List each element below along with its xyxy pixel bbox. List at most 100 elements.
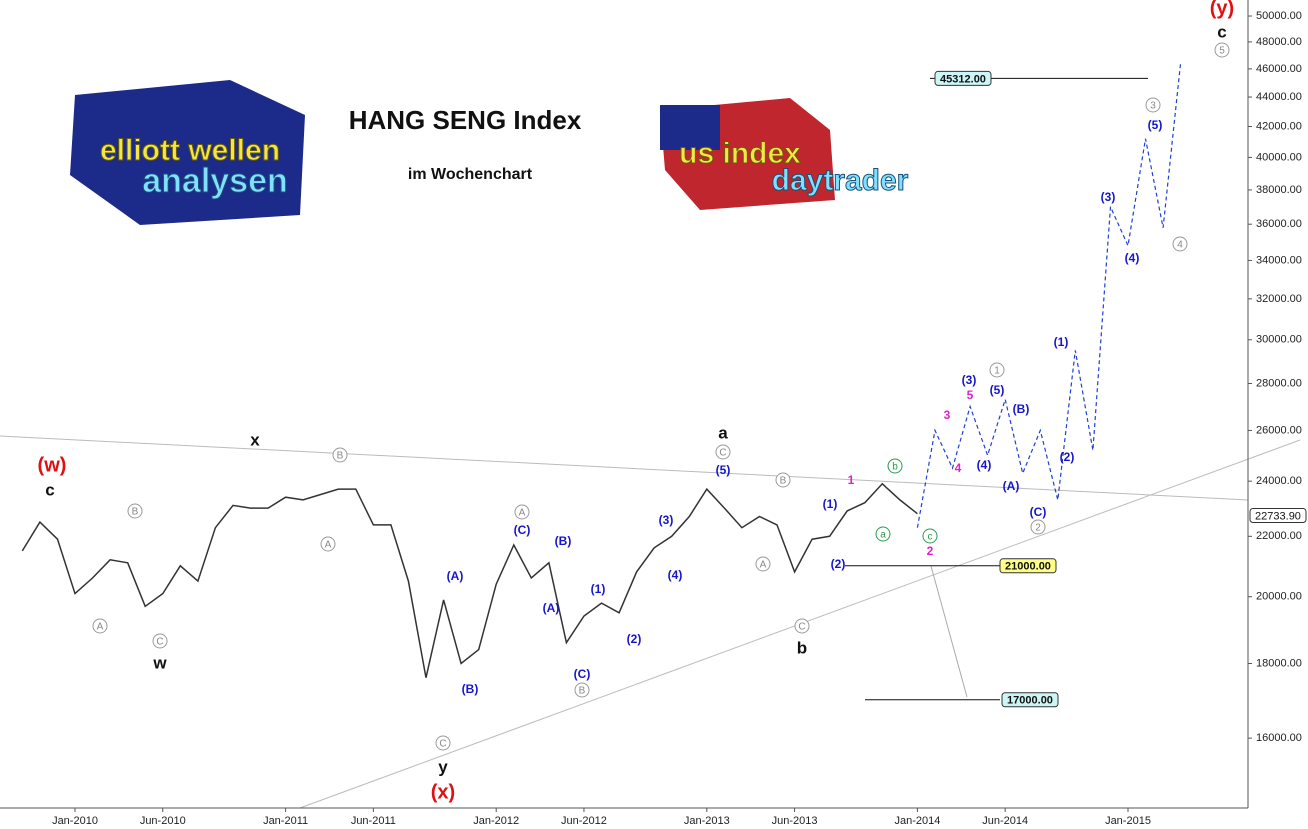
y-tick-label: 20000.00 bbox=[1256, 591, 1302, 603]
level-label: 17000.00 bbox=[1007, 695, 1053, 707]
wave-label: (C) bbox=[574, 667, 591, 681]
wave-circle bbox=[332, 447, 348, 463]
wave-circle bbox=[320, 536, 336, 552]
wave-label: (C) bbox=[1030, 505, 1047, 519]
y-tick-label: 28000.00 bbox=[1256, 377, 1302, 389]
wave-circle bbox=[989, 362, 1005, 378]
y-tick-label: 22000.00 bbox=[1256, 530, 1302, 542]
wave-label: 2 bbox=[927, 544, 934, 558]
wave-label: 2 bbox=[1035, 523, 1041, 534]
x-tick-label: Jun-2012 bbox=[561, 815, 607, 827]
wave-label: y bbox=[438, 757, 448, 776]
wave-label: (y) bbox=[1210, 0, 1234, 19]
wave-label: 4 bbox=[955, 461, 962, 475]
wave-label: b bbox=[892, 462, 898, 473]
wave-label: (5) bbox=[990, 383, 1005, 397]
level-box bbox=[1001, 692, 1059, 708]
wave-circle bbox=[152, 633, 168, 649]
wave-label: (A) bbox=[543, 601, 560, 615]
wave-label: a bbox=[718, 423, 728, 442]
wave-label: C bbox=[719, 448, 726, 459]
wave-label: A bbox=[325, 540, 332, 551]
logo-text: analysen bbox=[142, 162, 288, 200]
wave-label: (3) bbox=[659, 513, 674, 527]
y-tick-label: 24000.00 bbox=[1256, 475, 1302, 487]
wave-label: (B) bbox=[462, 682, 479, 696]
x-tick-label: Jan-2011 bbox=[263, 815, 308, 827]
wave-circle bbox=[715, 444, 731, 460]
x-tick-label: Jan-2013 bbox=[684, 815, 730, 827]
wave-circle bbox=[92, 618, 108, 634]
wave-label: (3) bbox=[962, 373, 977, 387]
x-tick-label: Jun-2010 bbox=[140, 815, 186, 827]
y-tick-label: 40000.00 bbox=[1256, 151, 1302, 163]
wave-label: b bbox=[797, 638, 807, 657]
chart-subtitle: im Wochenchart bbox=[408, 166, 533, 183]
wave-label: (3) bbox=[1101, 190, 1116, 204]
wave-label: (1) bbox=[823, 497, 838, 511]
wave-label: 3 bbox=[1150, 101, 1156, 112]
wave-label: (A) bbox=[447, 569, 464, 583]
wave-label: 1 bbox=[848, 473, 855, 487]
y-tick-label: 18000.00 bbox=[1256, 657, 1302, 669]
wave-circle bbox=[1145, 97, 1161, 113]
x-tick-label: Jun-2014 bbox=[982, 815, 1028, 827]
wave-label: (w) bbox=[38, 454, 67, 476]
wave-circle bbox=[794, 618, 810, 634]
wave-label: (2) bbox=[627, 632, 642, 646]
y-tick-label: 26000.00 bbox=[1256, 424, 1302, 436]
wave-label: (2) bbox=[1060, 450, 1075, 464]
price-line bbox=[21, 482, 918, 678]
wave-circle bbox=[775, 472, 791, 488]
wave-label: a bbox=[880, 530, 886, 541]
wave-label: (1) bbox=[1054, 335, 1069, 349]
x-tick-label: Jun-2013 bbox=[772, 815, 818, 827]
wave-label: 4 bbox=[1177, 240, 1183, 251]
y-tick-label: 42000.00 bbox=[1256, 120, 1302, 132]
wave-label: 5 bbox=[1219, 46, 1225, 57]
wave-circle bbox=[1030, 519, 1046, 535]
logo-text: elliott wellen bbox=[100, 134, 280, 167]
wave-label: B bbox=[780, 476, 787, 487]
logo-flag bbox=[70, 80, 305, 225]
wave-circle bbox=[755, 556, 771, 572]
projection-path bbox=[916, 61, 1182, 528]
wave-circle bbox=[514, 504, 530, 520]
logo-canton bbox=[660, 105, 720, 150]
x-tick-label: Jun-2011 bbox=[351, 815, 396, 827]
level-label: 21000.00 bbox=[1005, 561, 1051, 573]
wave-label: x bbox=[250, 430, 260, 449]
logo-text: us index bbox=[679, 137, 801, 170]
wave-circle bbox=[435, 735, 451, 751]
x-tick-label: Jan-2014 bbox=[894, 815, 940, 827]
y-tick-label: 34000.00 bbox=[1256, 254, 1302, 266]
wave-label: C bbox=[439, 739, 446, 750]
y-tick-label: 46000.00 bbox=[1256, 63, 1302, 75]
wave-label: (4) bbox=[1125, 251, 1140, 265]
x-tick-label: Jan-2010 bbox=[52, 815, 98, 827]
wave-label: (A) bbox=[1003, 479, 1020, 493]
wave-label: B bbox=[132, 507, 139, 518]
wave-label: (B) bbox=[1013, 402, 1030, 416]
wave-label: A bbox=[760, 560, 767, 571]
wave-label: 1 bbox=[994, 366, 1000, 377]
wave-label: c bbox=[928, 532, 933, 543]
y-tick-label: 16000.00 bbox=[1256, 732, 1302, 744]
x-tick-label: Jan-2015 bbox=[1105, 815, 1151, 827]
level-box bbox=[1249, 508, 1307, 524]
wave-label: C bbox=[156, 637, 163, 648]
wave-label: (2) bbox=[831, 557, 846, 571]
y-tick-label: 30000.00 bbox=[1256, 334, 1302, 346]
y-tick-label: 50000.00 bbox=[1256, 10, 1302, 22]
wave-label: 3 bbox=[944, 408, 951, 422]
chart-title: HANG SENG Index bbox=[349, 105, 582, 135]
wave-circle bbox=[127, 503, 143, 519]
wave-label: (B) bbox=[555, 534, 572, 548]
y-tick-label: 32000.00 bbox=[1256, 293, 1302, 305]
logo-left: elliott wellen analysen bbox=[70, 80, 305, 225]
level-box bbox=[934, 70, 992, 86]
wave-label: B bbox=[337, 451, 344, 462]
projection-line bbox=[930, 565, 968, 698]
wave-label: (1) bbox=[591, 582, 606, 596]
y-tick-label: 48000.00 bbox=[1256, 36, 1302, 48]
